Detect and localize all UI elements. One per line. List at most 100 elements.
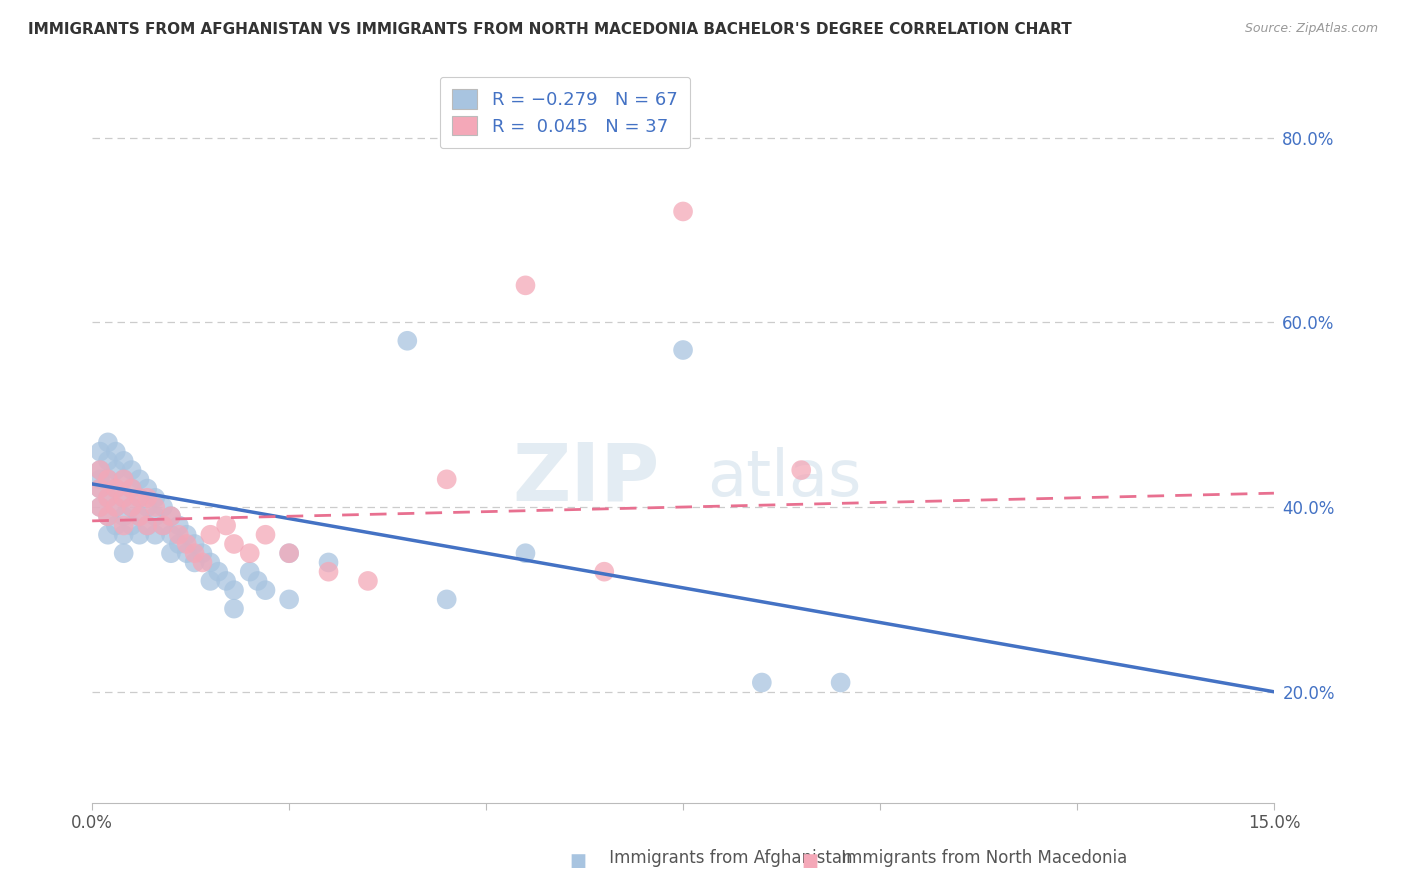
Text: ■: ■: [801, 852, 818, 870]
Point: [112, 491, 135, 505]
Point: [278, 546, 301, 560]
Point: [160, 546, 183, 560]
Point: [167, 527, 190, 541]
Text: Immigrants from North Macedonia: Immigrants from North Macedonia: [815, 849, 1128, 867]
Point: [112, 509, 135, 524]
Point: [239, 546, 262, 560]
Point: [160, 509, 183, 524]
Point: [254, 527, 277, 541]
Point: [121, 518, 143, 533]
Point: [112, 527, 135, 541]
Point: [515, 278, 537, 293]
Point: [112, 472, 135, 486]
Point: [143, 500, 166, 514]
Point: [112, 546, 135, 560]
Text: atlas: atlas: [707, 448, 860, 509]
Point: [357, 574, 380, 588]
Point: [136, 518, 159, 533]
Point: [436, 592, 458, 607]
Point: [222, 583, 245, 598]
Point: [89, 500, 111, 514]
Point: [152, 518, 174, 533]
Point: [396, 334, 419, 348]
Point: [593, 565, 616, 579]
Point: [191, 546, 214, 560]
Point: [128, 509, 150, 524]
Point: [318, 565, 340, 579]
Point: [278, 592, 301, 607]
Point: [515, 546, 537, 560]
Point: [121, 482, 143, 496]
Point: [128, 491, 150, 505]
Point: [112, 472, 135, 486]
Point: [104, 500, 127, 514]
Point: [89, 463, 111, 477]
Point: [167, 537, 190, 551]
Point: [104, 482, 127, 496]
Point: [89, 500, 111, 514]
Legend: R = −0.279   N = 67, R =  0.045   N = 37: R = −0.279 N = 67, R = 0.045 N = 37: [440, 77, 690, 148]
Point: [176, 546, 198, 560]
Point: [128, 491, 150, 505]
Point: [97, 491, 120, 505]
Point: [246, 574, 269, 588]
Point: [176, 527, 198, 541]
Point: [97, 527, 120, 541]
Point: [160, 527, 183, 541]
Text: ZIP: ZIP: [512, 440, 659, 517]
Point: [278, 546, 301, 560]
Point: [183, 556, 205, 570]
Point: [89, 482, 111, 496]
Text: IMMIGRANTS FROM AFGHANISTAN VS IMMIGRANTS FROM NORTH MACEDONIA BACHELOR'S DEGREE: IMMIGRANTS FROM AFGHANISTAN VS IMMIGRANT…: [28, 22, 1071, 37]
Point: [121, 463, 143, 477]
Point: [207, 565, 229, 579]
Point: [830, 675, 852, 690]
Point: [112, 518, 135, 533]
Point: [136, 482, 159, 496]
Point: [254, 583, 277, 598]
Point: [167, 518, 190, 533]
Point: [97, 472, 120, 486]
Point: [128, 509, 150, 524]
Point: [104, 482, 127, 496]
Point: [200, 556, 222, 570]
Point: [200, 574, 222, 588]
Point: [97, 491, 120, 505]
Point: [222, 537, 245, 551]
Point: [104, 518, 127, 533]
Point: [104, 500, 127, 514]
Point: [97, 509, 120, 524]
Point: [176, 537, 198, 551]
Point: [239, 565, 262, 579]
Point: [89, 444, 111, 458]
Point: [136, 491, 159, 505]
Point: [128, 527, 150, 541]
Point: [97, 509, 120, 524]
Point: [183, 537, 205, 551]
Point: [136, 518, 159, 533]
Point: [128, 472, 150, 486]
Text: ■: ■: [569, 852, 586, 870]
Point: [89, 463, 111, 477]
Point: [97, 472, 120, 486]
Point: [751, 675, 773, 690]
Point: [104, 463, 127, 477]
Point: [200, 527, 222, 541]
Point: [89, 472, 111, 486]
Point: [318, 556, 340, 570]
Point: [672, 204, 695, 219]
Text: Source: ZipAtlas.com: Source: ZipAtlas.com: [1244, 22, 1378, 36]
Point: [104, 444, 127, 458]
Point: [191, 556, 214, 570]
Point: [97, 435, 120, 450]
Point: [160, 509, 183, 524]
Point: [112, 491, 135, 505]
Point: [222, 601, 245, 615]
Point: [152, 518, 174, 533]
Point: [89, 482, 111, 496]
Point: [121, 500, 143, 514]
Point: [215, 574, 238, 588]
Point: [136, 500, 159, 514]
Point: [183, 546, 205, 560]
Point: [152, 500, 174, 514]
